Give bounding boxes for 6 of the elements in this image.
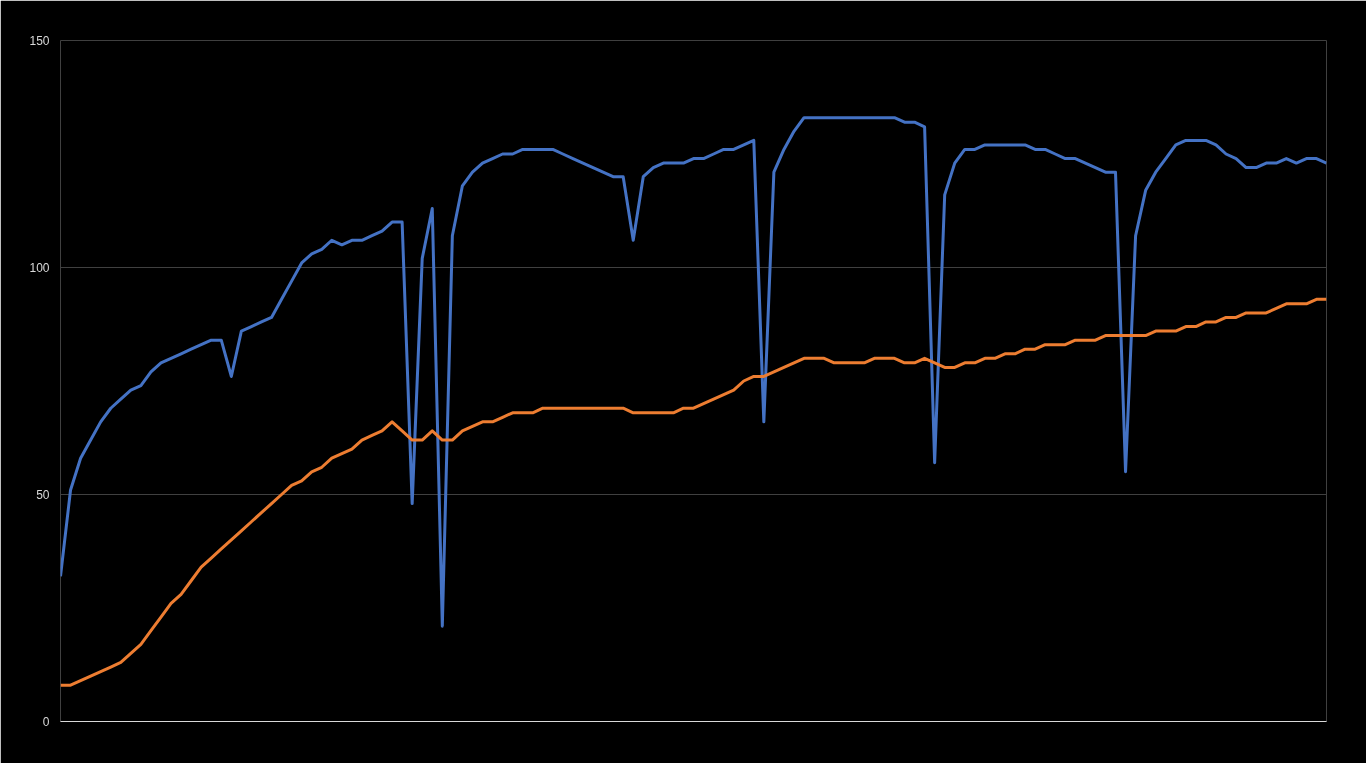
line-series: [60, 116, 1327, 628]
y-tick-label: 150: [29, 34, 50, 48]
line-series: [60, 297, 1327, 687]
y-tick-label: 0: [42, 715, 50, 729]
y-tick-label: 100: [29, 261, 50, 275]
y-tick-label: 50: [36, 488, 50, 502]
